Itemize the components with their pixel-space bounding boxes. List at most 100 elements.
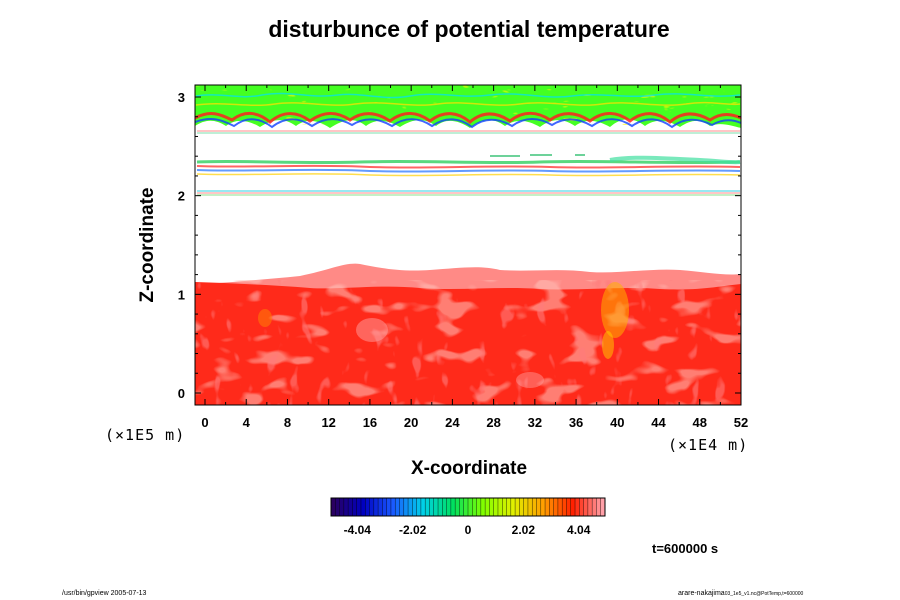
x-tick-label: 12 bbox=[321, 415, 335, 430]
colorbar-swatch bbox=[536, 498, 542, 516]
y-axis-unit: (×1E5 m) bbox=[105, 426, 186, 444]
colorbar-swatch bbox=[553, 498, 559, 516]
x-tick-label: 24 bbox=[445, 415, 460, 430]
colorbar-swatch bbox=[540, 498, 546, 516]
colorbar-swatch bbox=[472, 498, 477, 516]
colorbar-swatch bbox=[562, 498, 567, 516]
y-tick-label: 0 bbox=[178, 386, 185, 401]
x-tick-label: 52 bbox=[734, 415, 748, 430]
colorbar-swatch bbox=[369, 498, 375, 516]
colorbar-swatch bbox=[378, 498, 383, 516]
colorbar-swatch bbox=[386, 498, 392, 516]
colorbar-swatch bbox=[455, 498, 460, 516]
colorbar-swatch bbox=[403, 498, 409, 516]
footer-left: /usr/bin/gpview 2005-07-13 bbox=[62, 590, 147, 597]
footer-right: arare-nakajima03_1e5_v1.nc@PotTemp,t=600… bbox=[678, 590, 803, 597]
colorbar-swatch bbox=[557, 498, 563, 516]
colorbar-swatch bbox=[339, 498, 345, 516]
time-annotation: t=600000 s bbox=[652, 541, 719, 556]
chart-title: disturbunce of potential temperature bbox=[268, 16, 670, 42]
colorbar-swatch bbox=[545, 498, 550, 516]
colorbar-swatch bbox=[356, 498, 362, 516]
colorbar-swatch bbox=[532, 498, 537, 516]
colorbar-swatch bbox=[480, 498, 486, 516]
colorbar-swatch bbox=[583, 498, 589, 516]
colorbar-swatch bbox=[373, 498, 379, 516]
colorbar-swatch bbox=[587, 498, 593, 516]
x-tick-label: 32 bbox=[528, 415, 542, 430]
x-tick-label: 0 bbox=[201, 415, 208, 430]
y-axis-label: Z-coordinate bbox=[137, 187, 158, 303]
colorbar-swatch bbox=[399, 498, 405, 516]
colorbar-swatch bbox=[468, 498, 473, 516]
colorbar-swatch bbox=[463, 498, 469, 516]
colorbar-swatch bbox=[408, 498, 413, 516]
mid-bands bbox=[196, 130, 741, 196]
x-tick-label: 44 bbox=[651, 415, 666, 430]
colorbar-swatch bbox=[348, 498, 353, 516]
colorbar-swatch bbox=[497, 498, 503, 516]
colorbar-swatch bbox=[502, 498, 507, 516]
colorbar-swatch bbox=[450, 498, 456, 516]
colorbar-swatch bbox=[527, 498, 533, 516]
colorbar-swatch bbox=[476, 498, 482, 516]
colorbar-swatch bbox=[600, 498, 606, 516]
colorbar-swatch bbox=[360, 498, 366, 516]
colorbar-swatch bbox=[510, 498, 516, 516]
y-tick-label: 1 bbox=[178, 287, 185, 302]
colorbar-swatch bbox=[579, 498, 584, 516]
x-tick-label: 36 bbox=[569, 415, 583, 430]
colorbar-label: 2.02 bbox=[512, 523, 536, 537]
colorbar-swatch bbox=[382, 498, 387, 516]
x-tick-label: 40 bbox=[610, 415, 624, 430]
footer-right-main: arare-nakajima bbox=[678, 590, 725, 597]
y-tick-label: 2 bbox=[178, 189, 185, 204]
red-region bbox=[195, 263, 741, 405]
colorbar-swatch bbox=[446, 498, 452, 516]
colorbar-swatch bbox=[575, 498, 580, 516]
colorbar-swatch bbox=[596, 498, 602, 516]
colorbar-frame bbox=[330, 497, 606, 517]
colorbar-swatch bbox=[549, 498, 554, 516]
colorbar-swatch bbox=[515, 498, 520, 516]
x-tick-label: 16 bbox=[363, 415, 377, 430]
x-ticks: 0 4 8 12 16 20 24 28 32 36 40 44 48 52 bbox=[201, 85, 748, 430]
x-tick-label: 20 bbox=[404, 415, 418, 430]
y-tick-label: 3 bbox=[178, 90, 185, 105]
colorbar-swatch bbox=[425, 498, 430, 516]
field-layer bbox=[195, 85, 741, 405]
colorbar-swatch bbox=[570, 498, 576, 516]
colorbar-swatch bbox=[395, 498, 400, 516]
x-axis-label: X-coordinate bbox=[410, 458, 528, 479]
colorbar-swatch bbox=[519, 498, 524, 516]
plot-frame bbox=[194, 84, 742, 406]
colorbar-swatch bbox=[442, 498, 447, 516]
colorbar-swatch bbox=[506, 498, 512, 516]
y-ticks: 0 1 2 3 bbox=[178, 90, 741, 401]
footer-right-sub: 03_1e5_v1.nc@PotTemp,t=600000 bbox=[724, 591, 804, 597]
colorbar-label: 0 bbox=[465, 523, 472, 537]
colorbar-swatch bbox=[420, 498, 426, 516]
x-tick-label: 8 bbox=[284, 415, 291, 430]
colorbar-swatch bbox=[438, 498, 443, 516]
colorbar-swatch bbox=[592, 498, 597, 516]
colorbar-swatch bbox=[459, 498, 465, 516]
x-axis-unit: (×1E4 m) bbox=[668, 436, 749, 454]
colorbar-swatch bbox=[331, 498, 336, 516]
x-tick-label: 28 bbox=[486, 415, 500, 430]
colorbar-swatch bbox=[343, 498, 349, 516]
colorbar-swatch bbox=[335, 498, 340, 516]
x-tick-label: 4 bbox=[243, 415, 251, 430]
colorbar-swatch bbox=[433, 498, 439, 516]
colorbar-swatch bbox=[493, 498, 499, 516]
colorbar-label: 4.04 bbox=[567, 523, 591, 537]
colorbar-swatch bbox=[352, 498, 357, 516]
colorbar-swatch bbox=[429, 498, 435, 516]
x-tick-label: 48 bbox=[693, 415, 707, 430]
colorbar-swatch bbox=[489, 498, 494, 516]
colorbar-swatch bbox=[416, 498, 422, 516]
colorbar-swatch bbox=[485, 498, 490, 516]
colorbar-swatch bbox=[390, 498, 396, 516]
colorbar-swatch bbox=[566, 498, 572, 516]
